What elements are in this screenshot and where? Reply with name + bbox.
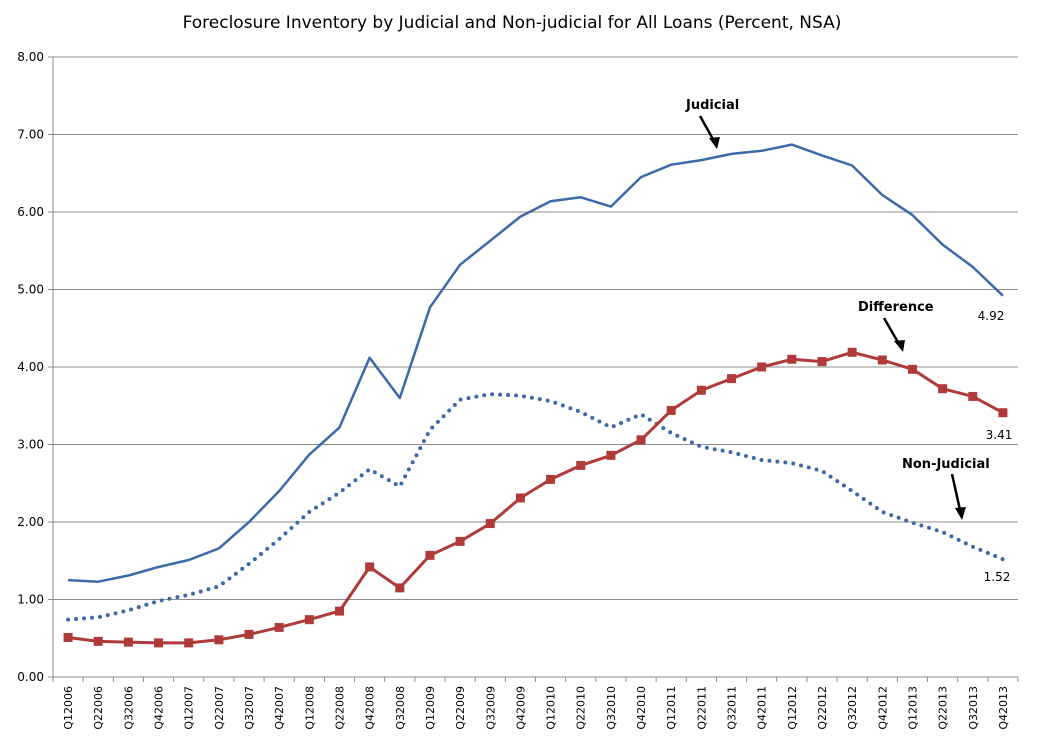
x-tick-label: Q12011	[665, 686, 678, 730]
x-tick-label: Q32011	[726, 686, 739, 730]
data-point-difference	[244, 629, 254, 639]
data-point-difference	[425, 550, 435, 560]
x-tick-label: Q42007	[273, 686, 286, 730]
y-axis-ticks: 0.00 1.00 2.00 3.00 4.00 5.00 6.00 7.00 8.00	[17, 50, 44, 684]
data-point-difference	[455, 536, 465, 546]
x-tick-label: Q22006	[92, 686, 105, 730]
x-tick-label: Q32012	[846, 686, 859, 730]
y-tick-label: 3.00	[17, 438, 44, 452]
chart-title: Foreclosure Inventory by Judicial and No…	[183, 13, 842, 33]
data-point-difference	[847, 347, 857, 357]
series-line-difference	[67, 350, 1004, 645]
series-line-non-judicial	[66, 392, 1005, 622]
x-tick-label: Q12009	[424, 686, 437, 730]
x-tick-label: Q32007	[243, 686, 256, 730]
data-point-difference	[666, 405, 676, 415]
data-point-difference	[214, 635, 224, 645]
annotations: Judicial Difference Non-Judicial 4.92 3.…	[685, 98, 1012, 584]
arrow-non-judicial	[950, 473, 962, 511]
x-tick-label: Q32009	[484, 686, 497, 730]
x-tick-label: Q22007	[213, 686, 226, 730]
x-tick-label: Q12010	[545, 686, 558, 730]
data-point-difference	[968, 391, 978, 401]
data-point-difference	[877, 355, 887, 365]
x-tick-label: Q32013	[967, 686, 980, 730]
series-group	[63, 143, 1008, 648]
data-point-difference	[93, 636, 103, 646]
y-tick-label: 2.00	[17, 515, 44, 529]
data-point-difference	[63, 632, 73, 642]
data-point-difference	[334, 606, 344, 616]
arrowhead-non-judicial	[955, 507, 966, 520]
data-point-difference	[576, 460, 586, 470]
x-tick-label: Q42010	[635, 686, 648, 730]
data-point-difference	[757, 362, 767, 372]
annotation-difference: Difference	[858, 300, 934, 315]
y-tick-label: 6.00	[17, 205, 44, 219]
data-point-difference	[696, 385, 706, 395]
annotation-judicial: Judicial	[685, 98, 739, 113]
x-tick-label: Q32010	[605, 686, 618, 730]
data-point-difference	[817, 357, 827, 367]
x-tick-label: Q32006	[122, 686, 135, 730]
y-tick-label: 5.00	[17, 283, 44, 297]
y-tick-label: 7.00	[17, 128, 44, 142]
x-tick-label: Q22009	[454, 686, 467, 730]
x-tick-label: Q22010	[575, 686, 588, 730]
data-point-difference	[636, 435, 646, 445]
x-tick-label: Q42009	[514, 686, 527, 730]
x-tick-label: Q42006	[153, 686, 166, 730]
series-line-judicial	[68, 143, 1004, 583]
y-tick-label: 0.00	[17, 670, 44, 684]
data-point-difference	[304, 615, 314, 625]
x-tick-label: Q12013	[906, 686, 919, 730]
annotation-non-judicial: Non-Judicial	[902, 457, 990, 472]
x-tick-label: Q12006	[62, 686, 75, 730]
data-point-difference	[395, 583, 405, 593]
data-point-difference	[727, 374, 737, 384]
axes	[52, 57, 1018, 678]
x-tick-label: Q42012	[876, 686, 889, 730]
arrowhead-difference	[894, 340, 905, 352]
x-tick-label: Q22008	[333, 686, 346, 730]
x-tick-label: Q32008	[394, 686, 407, 730]
x-tick-label: Q22013	[937, 686, 950, 730]
y-tick-label: 8.00	[17, 50, 44, 64]
data-point-difference	[184, 638, 194, 648]
data-point-difference	[154, 638, 164, 648]
data-point-difference	[938, 384, 948, 394]
end-label-non-judicial: 1.52	[984, 570, 1011, 584]
data-point-difference	[546, 474, 556, 484]
x-tick-label: Q12008	[303, 686, 316, 730]
data-point-difference	[123, 637, 133, 647]
x-tick-label: Q42008	[364, 686, 377, 730]
x-tick-label: Q12012	[786, 686, 799, 730]
end-label-judicial: 4.92	[978, 309, 1005, 323]
data-point-difference	[998, 408, 1008, 418]
arrow-judicial	[698, 115, 716, 142]
arrow-difference	[882, 317, 901, 345]
data-point-difference	[365, 562, 375, 572]
data-point-difference	[485, 519, 495, 529]
end-label-difference: 3.41	[986, 428, 1013, 442]
x-tick-label: Q42013	[997, 686, 1010, 730]
data-point-difference	[515, 493, 525, 503]
data-point-difference	[606, 450, 616, 460]
gridlines	[48, 56, 1018, 678]
x-tick-label: Q12007	[183, 686, 196, 730]
data-point-difference	[907, 364, 917, 374]
x-tick-label: Q22011	[695, 686, 708, 730]
x-axis-ticks: Q12006 Q22006 Q32006 Q42006 Q12007 Q22007 Q320…	[52, 677, 1019, 730]
data-point-difference	[274, 622, 284, 632]
x-tick-label: Q42011	[756, 686, 769, 730]
data-point-difference	[787, 354, 797, 364]
x-tick-label: Q22012	[816, 686, 829, 730]
y-tick-label: 1.00	[17, 593, 44, 607]
y-tick-label: 4.00	[17, 360, 44, 374]
arrowhead-judicial	[709, 137, 720, 149]
